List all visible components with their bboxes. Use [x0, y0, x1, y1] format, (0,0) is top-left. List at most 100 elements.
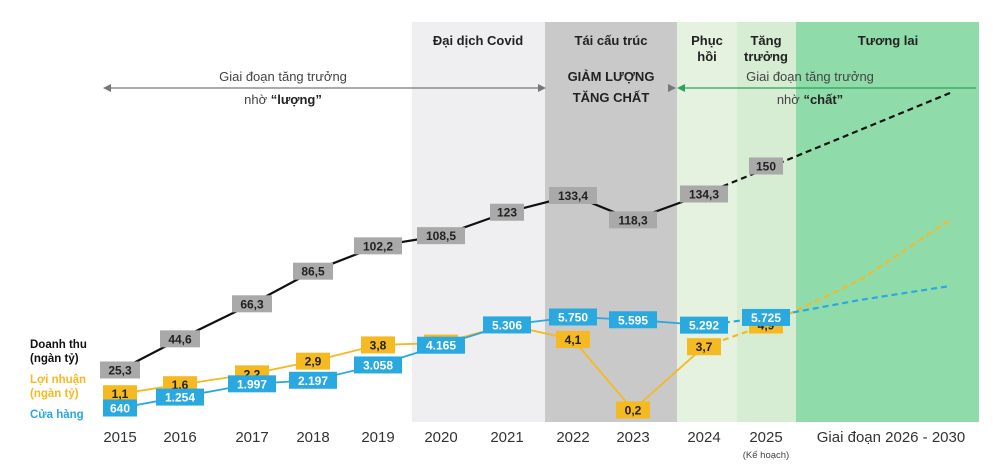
x-tick-note-2025: (Kế hoạch): [743, 450, 789, 461]
stage1-arrowhead-right: [538, 84, 546, 92]
label-box-profit: [556, 330, 590, 348]
label-text-profit: 3,7: [696, 340, 713, 354]
label-stores-2024: 5.292: [680, 316, 728, 334]
phase-restructure-label: Tái cấu trúc: [575, 33, 648, 48]
series-lines: [119, 91, 951, 412]
phase-restructure-sub2: TĂNG CHẤT: [573, 90, 650, 105]
legend-line2-0: (ngàn tỷ): [30, 353, 79, 365]
legend-line1-2: Cửa hàng: [30, 409, 84, 421]
phase-covid-label: Đại dịch Covid: [433, 33, 523, 48]
phase-future-label: Tương lai: [858, 33, 919, 48]
label-stores-2025: 5.725: [742, 308, 790, 326]
legend-line1-0: Doanh thu: [30, 339, 87, 351]
label-text-stores: 5.725: [751, 311, 781, 325]
label-text-revenue: 108,5: [426, 229, 456, 243]
label-revenue-2016: 44,6: [160, 330, 200, 348]
label-revenue-2024: 134,3: [680, 185, 728, 203]
legend-line1-1: Lợi nhuận: [30, 374, 86, 386]
x-tick-2023: 2023: [616, 429, 649, 446]
label-box-stores: [228, 375, 276, 393]
label-profit-2023: 0,2: [616, 401, 650, 419]
label-stores-2016: 1.254: [156, 388, 204, 406]
label-revenue-2019: 102,2: [354, 237, 402, 255]
label-box-revenue: [749, 157, 783, 175]
legend-line2-1: (ngàn tỷ): [30, 388, 79, 400]
stage2-arrowhead-left: [677, 84, 685, 92]
label-text-stores: 1.254: [165, 391, 195, 405]
label-stores-2017: 1.997: [228, 375, 276, 393]
label-text-revenue: 44,6: [168, 332, 192, 346]
label-text-profit: 2,9: [305, 355, 322, 369]
label-box-stores: [417, 336, 465, 354]
label-text-revenue: 133,4: [558, 189, 588, 203]
label-text-revenue: 150: [756, 160, 776, 174]
label-revenue-2021: 123: [490, 203, 524, 221]
label-box-stores: [549, 308, 597, 326]
series-line-revenue: [119, 192, 705, 371]
label-box-revenue: [354, 237, 402, 255]
growth-band: [737, 22, 796, 422]
label-box-revenue: [609, 211, 657, 229]
stage1-line1: Giai đoạn tăng trưởng: [219, 69, 347, 84]
label-revenue-2022: 133,4: [549, 186, 597, 204]
label-text-stores: 1.997: [237, 377, 267, 391]
x-tick-2021: 2021: [490, 429, 523, 446]
series-line-stores: [119, 316, 705, 409]
label-box-revenue: [100, 361, 140, 379]
x-tick-2020: 2020: [424, 429, 457, 446]
label-revenue-2025: 150: [749, 157, 783, 175]
stage1-line2: nhờ “lượng”: [244, 92, 322, 107]
label-text-stores: 5.292: [689, 319, 719, 333]
x-tick-2024: 2024: [687, 429, 720, 446]
stage2-line2-prefix: nhờ: [777, 92, 804, 107]
label-text-stores: 5.750: [558, 311, 588, 325]
x-tick-2016: 2016: [163, 429, 196, 446]
label-box-profit: [616, 401, 650, 419]
label-text-stores: 5.595: [618, 313, 648, 327]
label-box-profit: [296, 352, 330, 370]
label-stores-2022: 5.750: [549, 308, 597, 326]
x-tick-2015: 2015: [103, 429, 136, 446]
label-text-revenue: 66,3: [240, 297, 264, 311]
label-text-revenue: 118,3: [618, 213, 648, 227]
label-text-profit: 0,2: [625, 404, 642, 418]
stage1-arrowhead-left: [103, 84, 111, 92]
stage2-line1: Giai đoạn tăng trưởng: [746, 69, 874, 84]
label-stores-2020: 4.165: [417, 336, 465, 354]
label-box-stores: [156, 388, 204, 406]
label-box-revenue: [160, 330, 200, 348]
label-revenue-2015: 25,3: [100, 361, 140, 379]
label-text-stores: 5.306: [492, 318, 522, 332]
x-tick-2018: 2018: [296, 429, 329, 446]
label-text-profit: 3,8: [370, 338, 387, 352]
series-projection-revenue: [703, 91, 951, 196]
label-box-revenue: [549, 186, 597, 204]
label-text-revenue: 102,2: [363, 239, 393, 253]
label-profit-2019: 3,8: [361, 336, 395, 354]
label-text-stores: 640: [110, 402, 130, 416]
label-box-stores: [354, 356, 402, 374]
x-tick-2022: 2022: [556, 429, 589, 446]
label-stores-2019: 3.058: [354, 356, 402, 374]
label-text-revenue: 86,5: [301, 265, 325, 279]
label-revenue-2023: 118,3: [609, 211, 657, 229]
label-text-profit: 1,1: [112, 387, 129, 401]
stage2-line2-bold: “chất”: [803, 92, 843, 107]
label-profit-2024: 3,7: [687, 338, 721, 356]
label-box-stores: [103, 399, 137, 417]
label-box-stores: [742, 308, 790, 326]
label-box-revenue: [293, 262, 333, 280]
label-text-stores: 2.197: [298, 374, 328, 388]
label-stores-2015: 640: [103, 399, 137, 417]
label-box-stores: [289, 371, 337, 389]
label-revenue-2018: 86,5: [293, 262, 333, 280]
stage2-line2: nhờ “chất”: [777, 92, 843, 107]
label-revenue-2017: 66,3: [232, 295, 272, 313]
label-box-revenue: [417, 227, 465, 245]
phase-growth-label-2: trưởng: [744, 49, 788, 64]
series-projection-stores: [703, 284, 951, 327]
phase-recovery-label-1: Phục: [691, 33, 723, 48]
label-text-stores: 3.058: [363, 358, 393, 372]
x-tick-2025: 2025: [749, 429, 782, 446]
